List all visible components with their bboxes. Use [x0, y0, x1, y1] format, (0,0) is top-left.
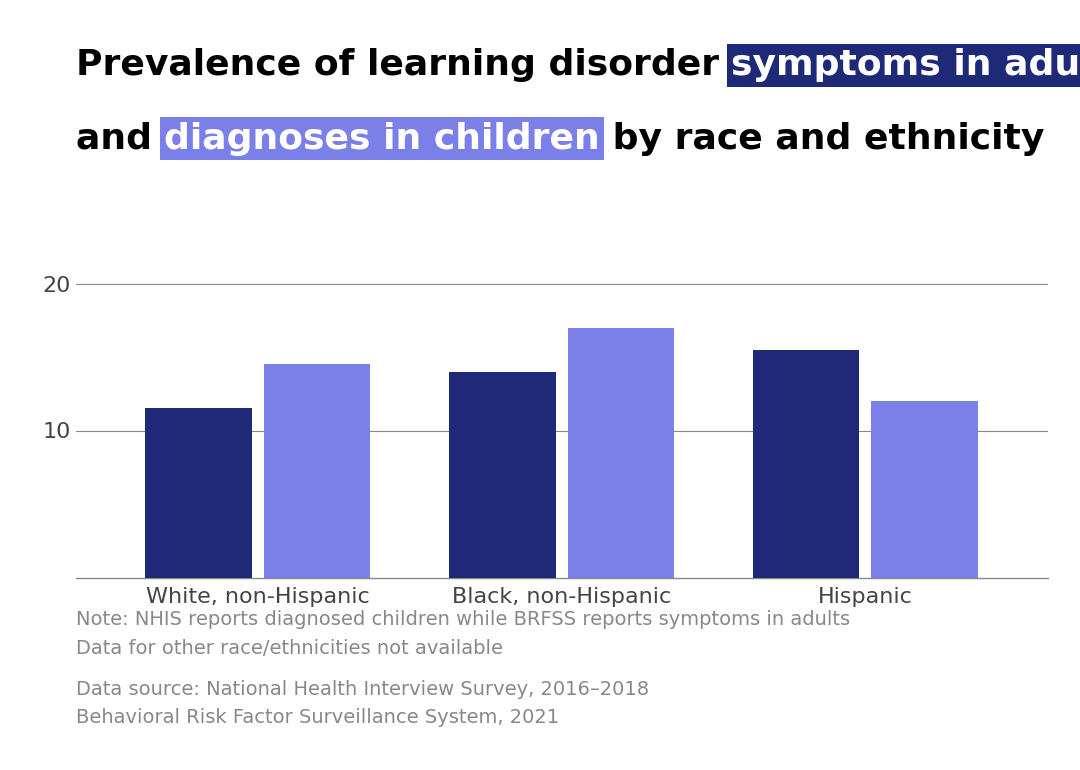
Text: Data for other race/ethnicities not available: Data for other race/ethnicities not avai…	[76, 639, 502, 658]
Text: by race and ethnicity: by race and ethnicity	[600, 122, 1044, 156]
Bar	[568, 327, 674, 578]
Bar	[264, 364, 370, 578]
Text: Prevalence of learning disorder: Prevalence of learning disorder	[76, 49, 731, 82]
Text: Behavioral Risk Factor Surveillance System, 2021: Behavioral Risk Factor Surveillance Syst…	[76, 708, 558, 727]
Text: symptoms in adults: symptoms in adults	[731, 49, 1080, 82]
Bar	[872, 401, 977, 578]
Text: Note: NHIS reports diagnosed children while BRFSS reports symptoms in adults: Note: NHIS reports diagnosed children wh…	[76, 611, 850, 629]
Text: and: and	[76, 122, 164, 156]
Bar	[753, 350, 860, 578]
Text: diagnoses in children: diagnoses in children	[164, 122, 600, 156]
Bar	[449, 372, 555, 578]
Bar	[146, 408, 252, 578]
Text: Data source: National Health Interview Survey, 2016–2018: Data source: National Health Interview S…	[76, 680, 649, 698]
